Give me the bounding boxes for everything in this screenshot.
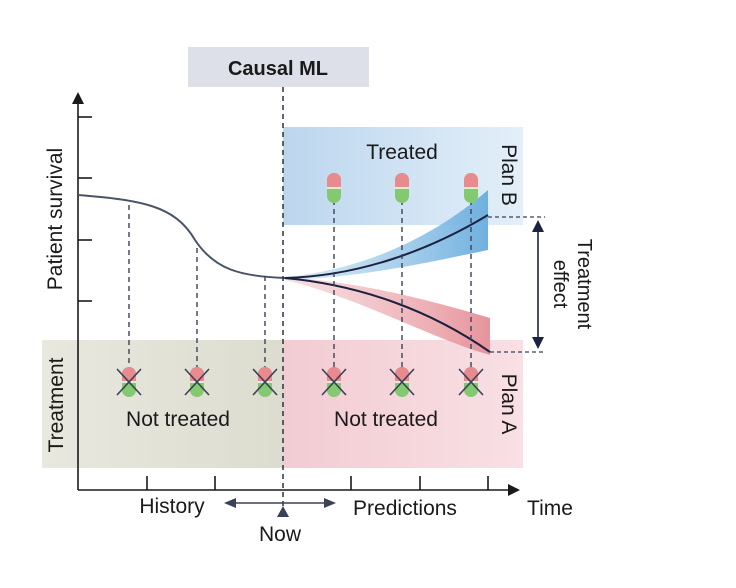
now-up-arrow-icon xyxy=(277,506,289,517)
predictions-label: Predictions xyxy=(353,497,457,520)
treatment-effect-label-line1: Treatment xyxy=(573,239,595,330)
plan-a-label: Plan A xyxy=(497,374,520,435)
pill-icon xyxy=(395,173,409,203)
not-treated-future-label: Not treated xyxy=(334,408,438,431)
y-ticks xyxy=(78,117,92,301)
effect-arrow-top-icon xyxy=(532,220,544,232)
x-ticks xyxy=(147,476,488,490)
not-treated-history-label: Not treated xyxy=(126,408,230,431)
double-arrow-icon xyxy=(224,498,236,508)
treatment-axis-label: Treatment xyxy=(45,357,68,452)
pill-icon xyxy=(327,173,341,203)
y-axis-label: Patient survival xyxy=(44,148,67,290)
treatment-effect-label-line2: effect xyxy=(549,260,571,309)
treated-label: Treated xyxy=(366,141,438,164)
plan-a-region xyxy=(283,340,523,468)
now-label: Now xyxy=(259,523,302,546)
y-axis-arrowhead xyxy=(72,92,84,104)
double-arrow-icon xyxy=(324,498,336,508)
x-axis-arrowhead xyxy=(508,484,520,496)
history-label: History xyxy=(139,495,205,518)
effect-arrow-bottom-icon xyxy=(532,337,544,349)
pill-icon xyxy=(464,173,478,203)
diagram-title: Causal ML xyxy=(228,58,328,80)
plan-b-label: Plan B xyxy=(497,144,520,206)
survival-curve xyxy=(78,195,285,278)
x-axis-label: Time xyxy=(527,497,573,520)
